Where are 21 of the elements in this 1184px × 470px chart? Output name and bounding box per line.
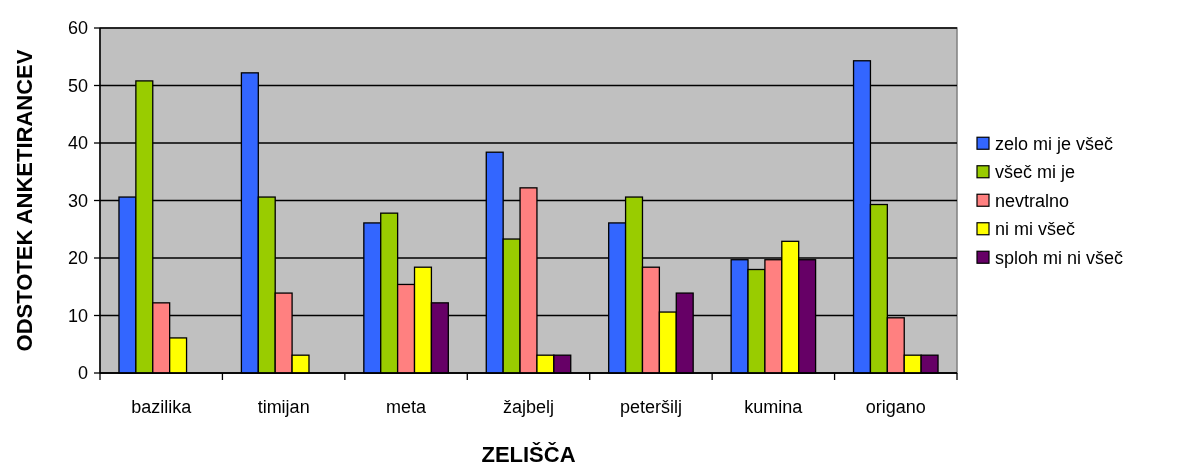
legend-label: sploh mi ni všeč (995, 247, 1124, 268)
legend-label: nevtralno (995, 190, 1070, 211)
y-tick-label: 0 (77, 363, 88, 384)
x-tick-label: bazilika (131, 397, 193, 417)
x-axis-title: ZELIŠČA (481, 442, 576, 467)
x-tick-label: origano (865, 397, 926, 417)
x-tick-label: kumina (744, 397, 804, 417)
x-tick-label: peteršilj (619, 397, 682, 417)
y-tick-label: 60 (67, 18, 88, 39)
y-tick-label: 10 (67, 305, 88, 326)
x-tick-label: žajbelj (502, 397, 555, 417)
y-tick-label: 30 (67, 190, 88, 211)
legend-label: všeč mi je (995, 162, 1076, 183)
y-tick-label: 50 (67, 75, 88, 96)
y-tick-label: 40 (67, 133, 88, 154)
legend-label: ni mi všeč (995, 219, 1076, 240)
y-axis-title: ODSTOTEK ANKETIRANCEV (12, 49, 37, 352)
x-tick-label: meta (386, 397, 428, 417)
x-tick-label: timijan (257, 397, 310, 417)
y-tick-label: 20 (67, 248, 88, 269)
legend-label: zelo mi je všeč (995, 133, 1114, 154)
